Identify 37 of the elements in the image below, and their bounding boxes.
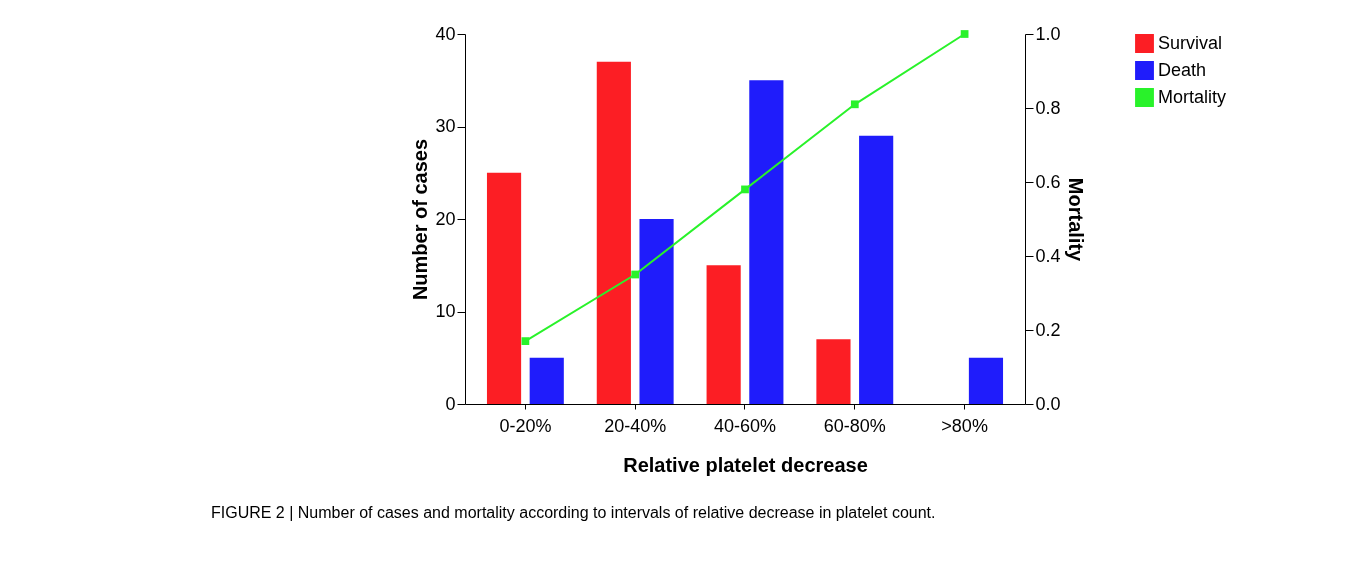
y-tick-label: 40 (435, 23, 456, 44)
y2-tick-label: 0.0 (1035, 393, 1061, 414)
point (741, 185, 749, 194)
y2-tick-label: 0.4 (1035, 245, 1061, 266)
caption: FIGURE 2 | Number of cases and mortality according to intervals of relative decrease in platelet count. (210, 504, 936, 521)
point (850, 100, 859, 109)
bar (529, 357, 564, 404)
bar (486, 172, 522, 404)
x-tick-label: >80% (941, 415, 988, 436)
bar (639, 219, 674, 404)
legend-label: Survival (1158, 32, 1223, 53)
y-tick-label: 10 (435, 301, 456, 321)
point (960, 30, 969, 38)
point (521, 337, 530, 345)
y2-tick-label: 0.8 (1035, 97, 1061, 118)
legend-label: Death (1158, 59, 1207, 80)
y2-tick-label: 1.0 (1035, 23, 1061, 44)
x-tick-label: 0-20% (499, 415, 552, 436)
y-tick-label: 30 (435, 116, 456, 136)
x-tick-label: 20-40% (604, 415, 667, 436)
y2-axis-title: Mortality (1064, 177, 1087, 263)
y2-tick-label: 0.2 (1035, 319, 1061, 340)
x-tick-label: 60-80% (823, 415, 886, 436)
x-tick-label: 40-60% (713, 415, 777, 436)
y2-tick-label: 0.6 (1035, 171, 1061, 192)
legend-label: Mortality (1158, 86, 1227, 107)
bar (859, 135, 894, 404)
x-axis-title: Relative platelet decrease (623, 453, 868, 476)
bar (706, 265, 741, 404)
y-axis-title: Number of cases (409, 138, 432, 301)
y-tick-label: 20 (435, 208, 456, 229)
bar (816, 339, 851, 404)
point (631, 270, 640, 279)
bar (749, 80, 784, 404)
bar (968, 357, 1004, 404)
bar (596, 61, 631, 404)
y-tick-label: 0 (445, 393, 456, 414)
